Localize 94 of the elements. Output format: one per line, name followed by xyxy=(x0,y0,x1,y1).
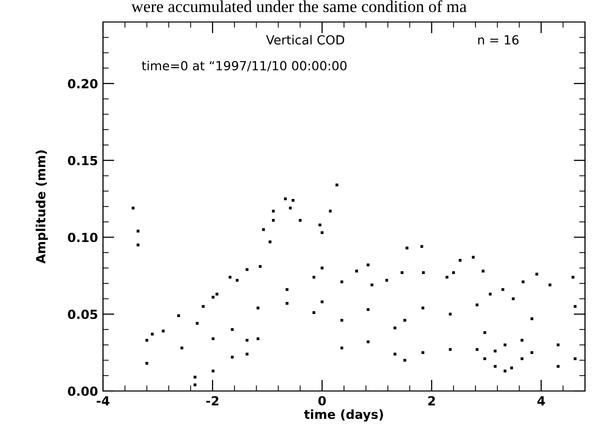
point xyxy=(476,348,478,351)
point xyxy=(262,228,265,231)
point xyxy=(312,276,316,279)
point xyxy=(212,370,214,372)
point xyxy=(574,305,577,308)
point xyxy=(522,280,524,284)
point xyxy=(406,246,408,250)
point xyxy=(268,240,272,244)
point xyxy=(394,352,396,356)
point xyxy=(292,198,294,202)
point xyxy=(256,306,260,310)
annotation: n = 16 xyxy=(478,35,519,45)
point xyxy=(246,338,248,342)
point xyxy=(194,376,196,379)
point xyxy=(194,383,196,386)
point xyxy=(256,337,260,340)
point xyxy=(162,330,165,332)
point xyxy=(132,206,135,210)
point xyxy=(320,231,324,234)
point xyxy=(340,346,344,350)
y-axis-title: Amplitude (mm) xyxy=(36,150,48,264)
point xyxy=(476,304,478,306)
point xyxy=(510,366,513,370)
point xyxy=(421,351,424,354)
point xyxy=(228,276,232,279)
point xyxy=(288,206,292,210)
point xyxy=(366,308,370,311)
point xyxy=(212,296,214,299)
point xyxy=(180,346,184,350)
point xyxy=(177,314,180,318)
point xyxy=(286,288,288,291)
text: were accumulated under the same condition of ma xyxy=(131,0,467,12)
point xyxy=(448,312,452,316)
point xyxy=(286,302,288,305)
y-tick-label: 0.05 xyxy=(68,310,98,320)
point xyxy=(394,326,396,330)
point xyxy=(556,343,560,346)
point xyxy=(482,270,485,272)
point xyxy=(400,271,404,274)
point xyxy=(230,328,234,331)
point xyxy=(246,352,248,356)
point xyxy=(366,264,370,266)
x-axis-title: time (days) xyxy=(304,409,383,422)
point xyxy=(501,288,504,291)
point xyxy=(421,306,424,310)
point xyxy=(483,331,486,334)
y-tick-label: 0.10 xyxy=(68,232,98,242)
point xyxy=(520,338,524,342)
point xyxy=(136,244,140,246)
x-tick-label: -2 xyxy=(206,396,218,406)
point xyxy=(258,265,262,268)
point xyxy=(328,210,332,212)
point xyxy=(312,311,316,314)
point xyxy=(216,292,218,296)
point xyxy=(136,230,140,232)
x-tick-label: -4 xyxy=(96,396,110,406)
point xyxy=(520,357,524,360)
y-tick-label: 0.15 xyxy=(68,156,98,166)
x-tick-label: 0 xyxy=(318,396,326,406)
point xyxy=(494,350,497,352)
x-tick-label: 4 xyxy=(537,396,545,406)
point xyxy=(335,184,338,186)
point xyxy=(448,348,452,351)
point xyxy=(446,276,448,279)
point xyxy=(366,340,370,344)
point xyxy=(556,365,560,368)
x-tick-label: 2 xyxy=(428,396,435,406)
y-tick-label: 0.00 xyxy=(68,386,98,396)
point xyxy=(548,284,552,286)
point xyxy=(370,284,374,286)
point xyxy=(202,305,205,308)
point xyxy=(272,210,275,212)
point xyxy=(494,365,497,368)
point xyxy=(320,266,324,270)
point xyxy=(318,224,322,226)
point xyxy=(422,271,425,274)
point xyxy=(284,197,287,200)
point xyxy=(150,332,154,336)
point xyxy=(212,337,214,340)
point xyxy=(530,351,534,354)
point xyxy=(355,270,358,272)
point xyxy=(504,370,506,372)
annotation: time=0 at “1997/11/10 00:00:00 xyxy=(142,60,347,72)
point xyxy=(246,268,248,271)
point xyxy=(320,300,324,304)
point xyxy=(458,258,462,262)
point xyxy=(488,292,492,296)
point xyxy=(572,276,574,279)
point xyxy=(530,317,534,320)
point xyxy=(504,343,506,346)
annotation: Vertical COD xyxy=(266,34,344,45)
point xyxy=(452,271,455,274)
point xyxy=(420,245,424,248)
y-tick-label: 0.20 xyxy=(68,78,98,88)
